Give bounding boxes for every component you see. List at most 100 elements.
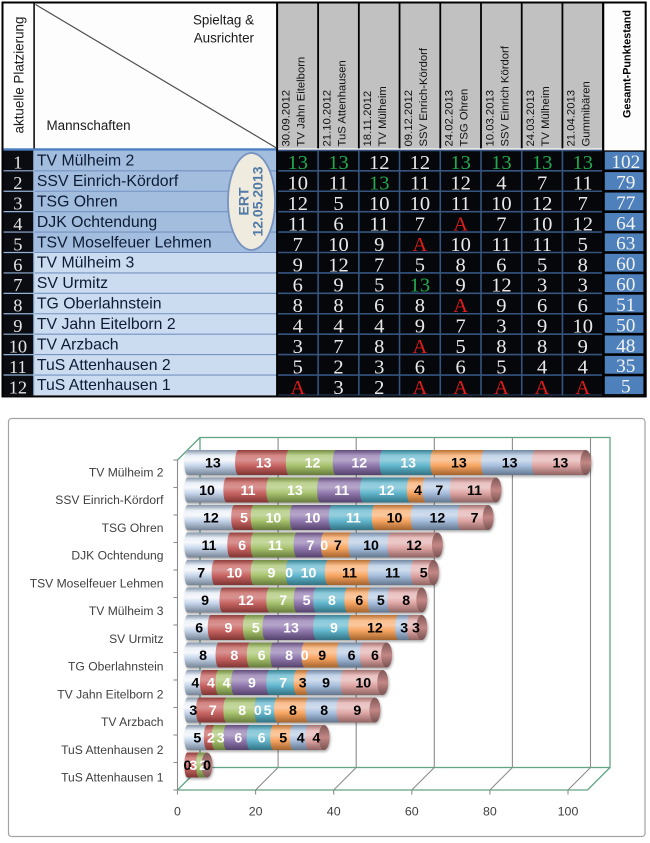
svg-text:9: 9 [353,703,361,719]
svg-text:20: 20 [249,805,263,819]
svg-text:0: 0 [174,805,181,819]
svg-text:6: 6 [496,254,506,276]
svg-text:7: 7 [13,275,22,295]
svg-text:102: 102 [611,152,640,173]
svg-text:11: 11 [451,193,471,215]
svg-text:0: 0 [203,758,211,774]
svg-text:7: 7 [456,316,466,338]
svg-text:TSV Moselfeuer Lehmen: TSV Moselfeuer Lehmen [30,576,164,590]
svg-text:4: 4 [333,316,343,338]
svg-text:TG Oberlahnstein: TG Oberlahnstein [37,296,162,313]
svg-text:3: 3 [400,620,408,636]
svg-text:100: 100 [558,805,579,819]
svg-text:30.09.2012: 30.09.2012 [281,90,293,147]
svg-text:10: 10 [410,193,431,215]
svg-text:5: 5 [578,234,588,256]
svg-text:2: 2 [333,356,343,378]
svg-text:11: 11 [369,213,389,235]
svg-text:6: 6 [374,295,384,317]
svg-text:5: 5 [415,254,425,276]
svg-text:13: 13 [400,455,416,471]
svg-text:12: 12 [367,620,383,636]
svg-text:5: 5 [621,377,631,398]
svg-text:Mannschaften: Mannschaften [47,118,131,133]
svg-text:10: 10 [9,336,27,356]
svg-text:11: 11 [573,173,593,195]
svg-text:63: 63 [616,234,635,255]
svg-text:8: 8 [230,648,238,664]
svg-text:7: 7 [496,213,506,235]
svg-text:7: 7 [333,336,343,358]
svg-text:TSV Moselfeuer Lehmen: TSV Moselfeuer Lehmen [37,234,212,251]
svg-text:5: 5 [193,730,201,746]
svg-text:TV Mülheim 2: TV Mülheim 2 [89,465,164,479]
svg-text:1: 1 [13,153,22,173]
svg-text:18.11.2012: 18.11.2012 [362,91,374,147]
svg-text:2: 2 [13,173,22,193]
svg-text:SV Urmitz: SV Urmitz [109,632,163,646]
svg-text:12: 12 [430,510,446,526]
svg-text:11: 11 [241,483,256,499]
svg-text:7: 7 [471,510,479,526]
svg-text:10: 10 [387,510,403,526]
svg-text:TuS Attenhausen 2: TuS Attenhausen 2 [61,743,164,757]
svg-text:A: A [494,377,509,399]
svg-text:21.10.2012: 21.10.2012 [321,90,333,147]
svg-text:7: 7 [537,173,547,195]
svg-text:10: 10 [226,565,242,581]
svg-text:0: 0 [285,565,293,581]
svg-text:09.12.2012: 09.12.2012 [403,90,415,147]
svg-text:11: 11 [329,173,349,195]
svg-text:5: 5 [374,275,384,297]
svg-text:TV Arzbach: TV Arzbach [37,336,119,353]
svg-text:12: 12 [351,455,367,471]
svg-text:5: 5 [377,593,385,609]
svg-text:4: 4 [13,214,22,234]
svg-text:6: 6 [371,648,379,664]
svg-text:TV Jahn Eitelborn 2: TV Jahn Eitelborn 2 [37,316,176,333]
svg-text:TV Mülheim 2: TV Mülheim 2 [37,153,134,170]
svg-text:9: 9 [496,295,506,317]
svg-text:9: 9 [201,593,209,609]
svg-text:0: 0 [203,758,211,774]
svg-text:A: A [413,377,428,399]
svg-text:A: A [290,377,305,399]
svg-text:SSV Einrich-Kördorf: SSV Einrich-Kördorf [37,173,179,190]
svg-text:13: 13 [451,455,467,471]
svg-text:6: 6 [415,356,425,378]
svg-text:8: 8 [496,336,506,358]
svg-text:51: 51 [616,295,635,316]
svg-text:11: 11 [532,234,552,256]
svg-text:10: 10 [288,173,309,195]
svg-text:SSV Einrich Kördorf: SSV Einrich Kördorf [499,45,511,146]
svg-text:TuS Attenhausen 1: TuS Attenhausen 1 [37,377,171,394]
svg-text:10: 10 [199,483,215,499]
svg-text:TuS Attenhausen 2: TuS Attenhausen 2 [37,357,171,374]
svg-text:9: 9 [248,675,256,691]
svg-text:77: 77 [616,193,636,214]
svg-text:DJK Ochtendung: DJK Ochtendung [37,214,157,231]
svg-text:6: 6 [578,295,588,317]
svg-text:TV Jahn Eitelborn 2: TV Jahn Eitelborn 2 [57,687,163,701]
svg-text:9: 9 [318,648,326,664]
svg-text:3: 3 [537,275,547,297]
svg-text:8: 8 [328,593,336,609]
svg-text:13: 13 [287,483,303,499]
svg-text:8: 8 [402,593,410,609]
svg-text:9: 9 [415,316,425,338]
svg-text:35: 35 [616,356,635,377]
svg-text:3: 3 [189,703,197,719]
svg-text:10: 10 [573,316,594,338]
svg-text:2: 2 [374,377,384,399]
svg-text:11: 11 [467,483,482,499]
svg-text:9: 9 [333,275,343,297]
svg-text:12: 12 [369,152,390,174]
svg-text:13: 13 [328,152,349,174]
svg-text:Spieltag &: Spieltag & [193,13,254,28]
svg-text:TV Jahn Eitelborn: TV Jahn Eitelborn [296,57,308,147]
svg-text:8: 8 [578,254,588,276]
svg-text:TG Oberlahnstein: TG Oberlahnstein [68,660,163,674]
svg-text:11: 11 [288,213,308,235]
svg-text:13: 13 [283,620,299,636]
svg-text:9: 9 [578,336,588,358]
